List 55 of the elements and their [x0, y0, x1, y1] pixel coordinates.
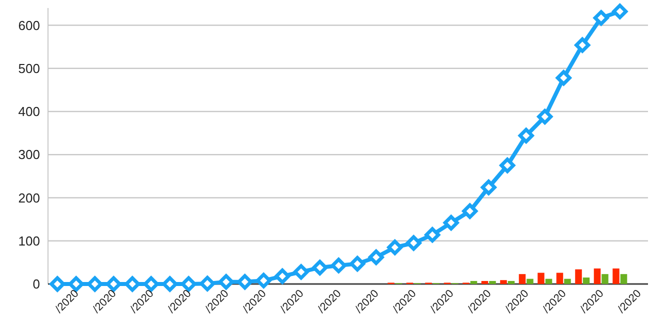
bar: [556, 272, 564, 284]
y-tick-label: 600: [18, 18, 40, 33]
point: [612, 4, 628, 20]
bar: [594, 268, 601, 284]
bar: [564, 278, 571, 284]
point: [330, 258, 346, 274]
bar: [518, 274, 526, 284]
point: [556, 70, 572, 86]
bar: [470, 280, 478, 284]
point: [406, 235, 422, 251]
bar: [526, 278, 534, 284]
point: [180, 276, 196, 292]
point: [143, 276, 159, 292]
y-tick-label: 200: [18, 190, 40, 206]
point: [237, 274, 253, 290]
bar: [489, 280, 496, 284]
point: [443, 215, 459, 231]
point: [480, 180, 496, 196]
point: [593, 10, 609, 26]
point: [368, 250, 384, 266]
point: [312, 260, 328, 276]
bar: [575, 269, 582, 284]
point: [200, 276, 216, 292]
bar: [481, 280, 488, 284]
y-tick-label: 500: [18, 60, 40, 76]
point: [162, 276, 178, 292]
bar: [602, 274, 608, 284]
point: [537, 108, 553, 124]
point: [256, 272, 272, 288]
point: [124, 276, 140, 292]
y-tick-label: 300: [18, 147, 40, 162]
bar: [508, 280, 515, 284]
point: [424, 227, 440, 243]
point: [87, 276, 103, 292]
point: [218, 274, 234, 290]
y-tick-label: 0: [32, 276, 40, 292]
point: [293, 264, 309, 280]
point: [387, 240, 403, 256]
y-tick-label: 100: [18, 233, 40, 248]
point: [462, 203, 478, 219]
point: [50, 276, 66, 292]
point: [274, 268, 290, 284]
point: [68, 276, 84, 292]
bar: [500, 280, 507, 284]
y-tick-label: 400: [18, 104, 40, 120]
bar: [545, 278, 552, 284]
point: [106, 276, 122, 292]
point: [518, 128, 534, 144]
bar: [620, 274, 628, 284]
bar: [582, 278, 590, 284]
bar: [538, 272, 544, 284]
point: [350, 256, 366, 272]
point: [500, 158, 516, 174]
bar: [612, 268, 620, 284]
point: [574, 37, 590, 53]
